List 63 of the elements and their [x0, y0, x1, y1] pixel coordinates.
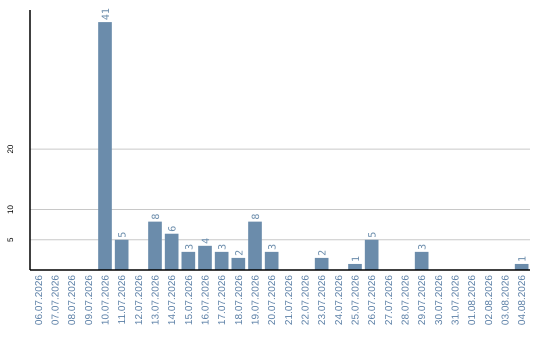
x-tick-label: 31.07.2026: [450, 274, 462, 326]
x-tick-label: 06.07.2026: [34, 274, 45, 326]
bar: [514, 264, 528, 270]
x-tick-label: 16.07.2026: [200, 274, 212, 326]
x-tick-label: 19.07.2026: [250, 274, 262, 326]
x-tick-label: 28.07.2026: [400, 274, 412, 326]
x-tick-label: 22.07.2026: [300, 274, 312, 326]
bar: [264, 252, 278, 270]
data-label: 3: [184, 244, 196, 250]
data-label: 5: [118, 232, 129, 238]
data-label: 3: [418, 244, 429, 250]
x-tick-label: 04.08.2026: [517, 274, 528, 326]
x-tick-label: 26.07.2026: [367, 274, 378, 326]
data-label: 2: [234, 250, 246, 256]
data-label: 4: [201, 238, 212, 244]
bar: [348, 264, 362, 270]
x-tick-label: 09.07.2026: [84, 274, 95, 326]
data-label: 1: [518, 256, 529, 262]
bar: [248, 222, 262, 270]
x-tick-label: 17.07.2026: [217, 274, 228, 326]
bar: [98, 22, 112, 270]
x-tick-label: 18.07.2026: [234, 274, 245, 326]
data-label: 8: [151, 214, 162, 220]
bar: [364, 240, 378, 270]
x-tick-label: 13.07.2026: [150, 274, 162, 326]
bar: [198, 246, 212, 270]
x-tick-label: 29.07.2026: [417, 274, 428, 326]
x-tick-label: 21.07.2026: [284, 274, 295, 326]
data-label: 6: [168, 226, 179, 232]
bar: [314, 258, 328, 270]
data-label: 1: [351, 256, 362, 262]
bar: [214, 252, 228, 270]
bar: [148, 222, 162, 270]
bar: [182, 252, 196, 270]
x-tick-label: 01.08.2026: [467, 274, 478, 326]
x-tick-label: 25.07.2026: [350, 274, 362, 326]
data-label: 3: [218, 244, 229, 250]
y-tick-label: 20: [6, 144, 15, 154]
x-tick-label: 07.07.2026: [50, 274, 62, 326]
x-tick-label: 03.08.2026: [500, 274, 512, 326]
x-tick-label: 12.07.2026: [134, 274, 145, 326]
bar: [164, 234, 178, 270]
x-tick-label: 15.07.2026: [184, 274, 195, 326]
x-tick-label: 30.07.2026: [434, 274, 445, 326]
x-tick-label: 10.07.2026: [100, 274, 112, 326]
y-tick-label: 5: [6, 236, 15, 242]
x-tick-label: 20.07.2026: [267, 274, 278, 326]
x-tick-label: 02.08.2026: [484, 274, 495, 326]
data-label: 2: [318, 250, 329, 256]
bar: [232, 258, 246, 270]
x-tick-label: 11.07.2026: [117, 274, 128, 324]
x-tick-label: 27.07.2026: [384, 274, 395, 326]
data-label: 5: [368, 232, 379, 238]
x-tick-label: 08.07.2026: [67, 274, 78, 326]
x-tick-label: 14.07.2026: [167, 274, 178, 326]
bar: [114, 240, 128, 270]
data-label: 3: [268, 244, 279, 250]
bar: [414, 252, 428, 270]
y-tick-label: 10: [6, 204, 15, 214]
x-tick-label: 23.07.2026: [317, 274, 328, 326]
x-tick-label: 24.07.2026: [334, 274, 345, 326]
data-label: 8: [251, 214, 262, 220]
data-label: 41: [101, 8, 112, 20]
